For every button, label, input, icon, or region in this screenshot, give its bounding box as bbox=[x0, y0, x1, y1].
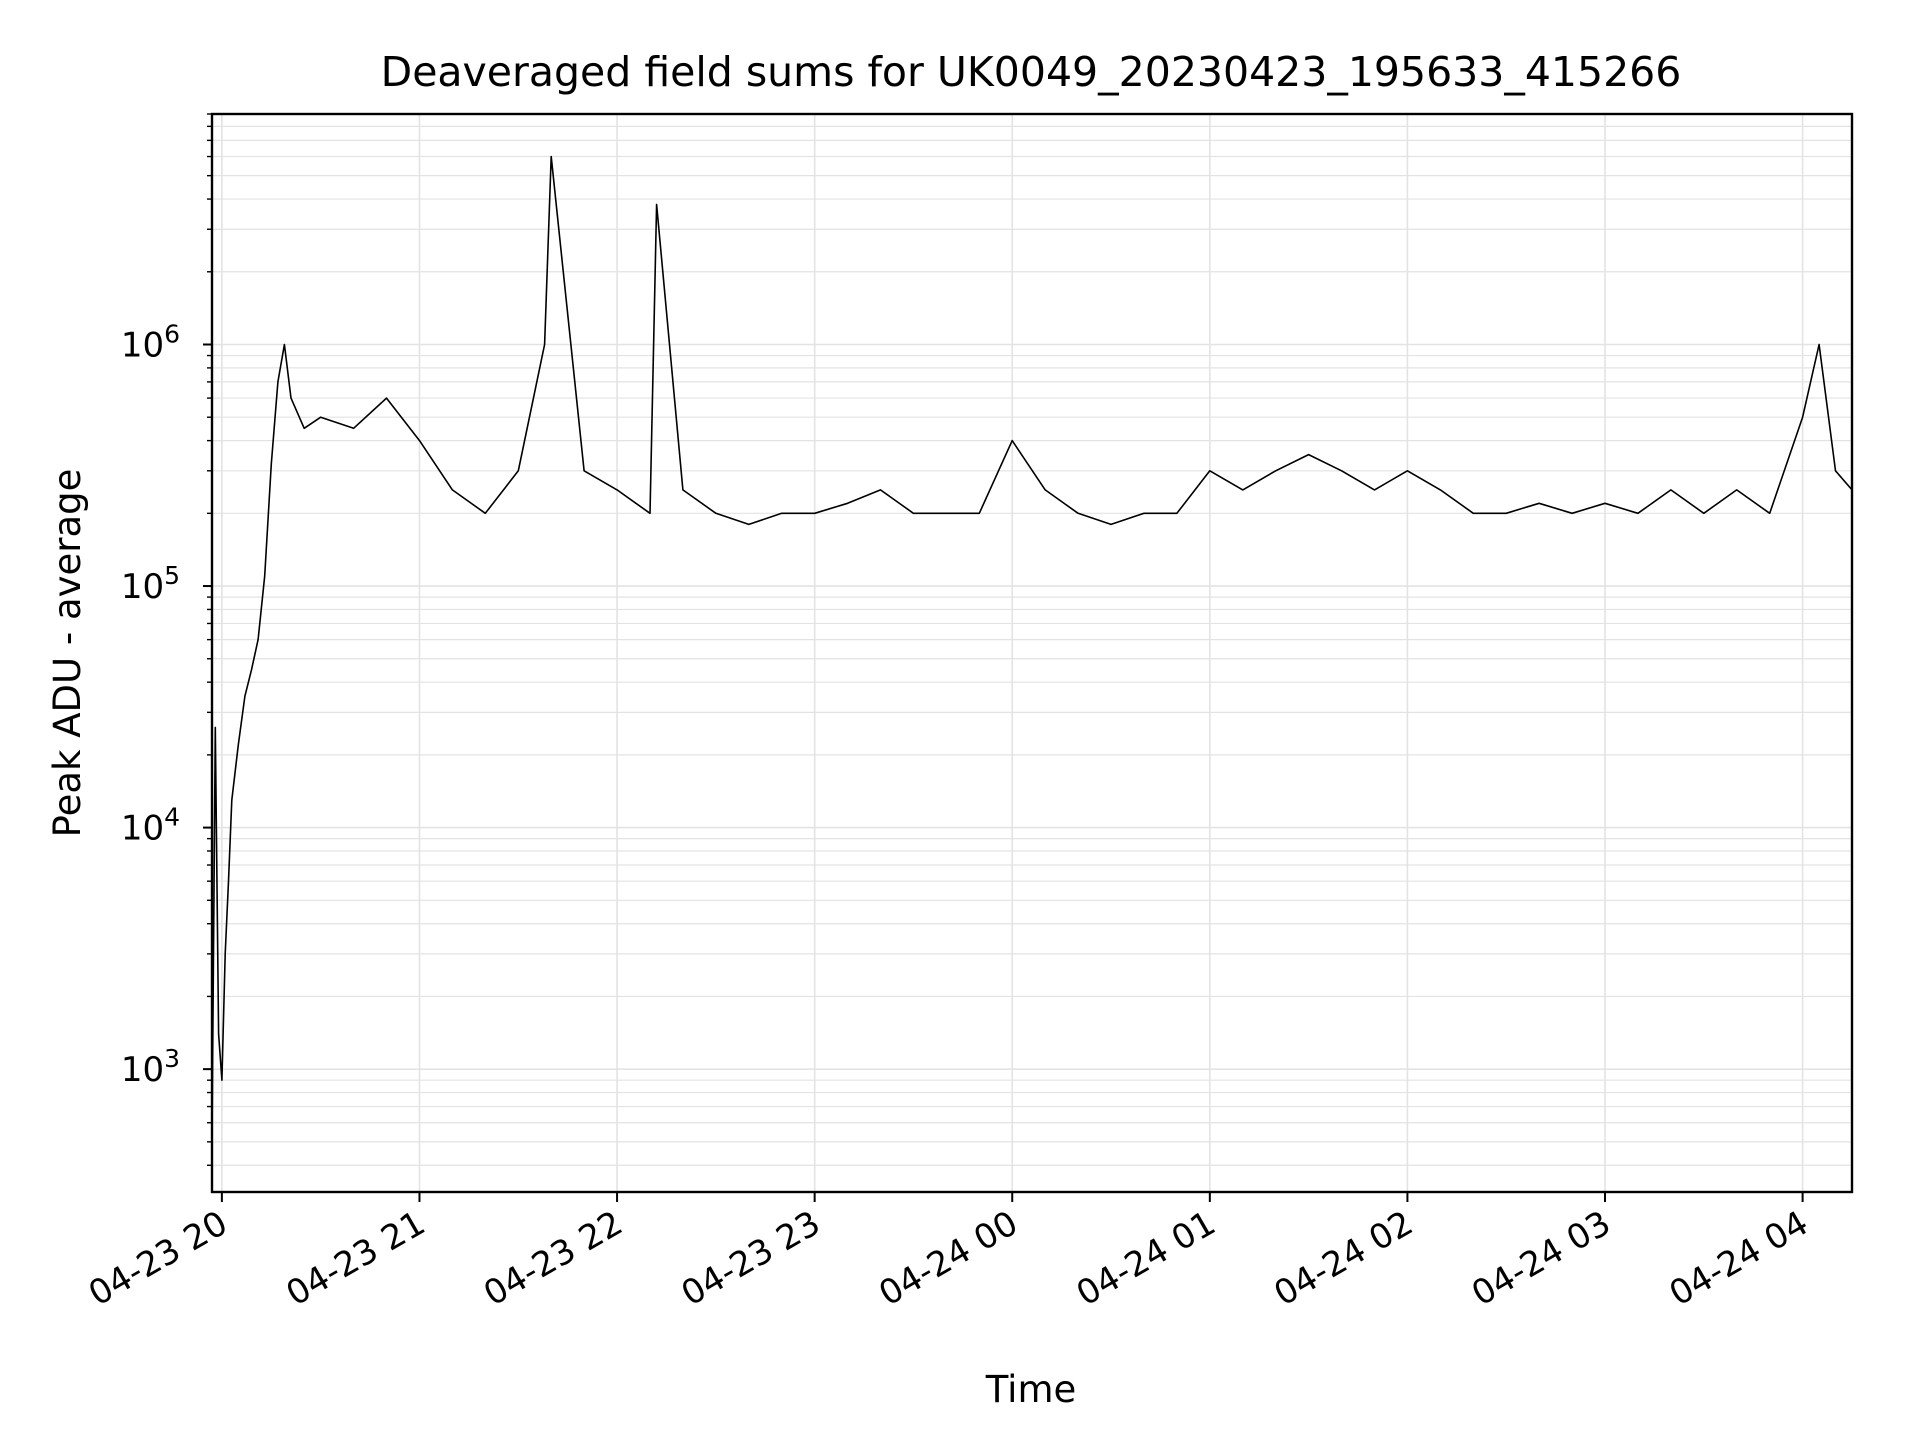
x-axis-label: Time bbox=[985, 1368, 1077, 1411]
y-tick-label: 103 bbox=[121, 1044, 180, 1090]
series-line bbox=[211, 155, 1853, 1142]
chart-title: Deaveraged field sums for UK0049_2023042… bbox=[381, 48, 1682, 96]
plot-frame bbox=[210, 112, 1854, 1194]
y-axis: 103 104 105 106 bbox=[121, 113, 212, 1166]
y-axis-label: Peak ADU - average bbox=[46, 469, 89, 838]
y-tick-label: 104 bbox=[121, 803, 180, 849]
grid bbox=[212, 113, 1852, 1192]
y-tick-label: 106 bbox=[121, 319, 180, 365]
y-tick-label: 105 bbox=[121, 561, 180, 607]
series-line-group bbox=[211, 155, 1853, 1142]
